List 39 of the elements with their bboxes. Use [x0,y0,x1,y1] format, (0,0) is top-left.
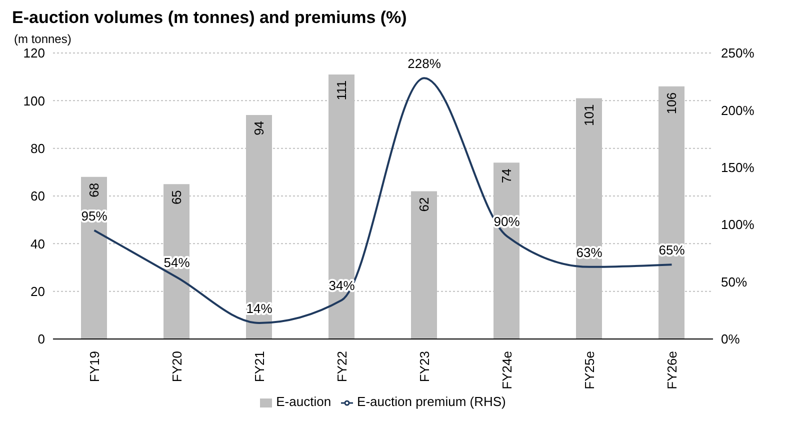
x-tick-label: FY22 [334,351,350,382]
y2-tick-label: 150% [721,160,755,176]
data-label: 62 [416,197,432,212]
chart-title: E-auction volumes (m tonnes) and premiums (%) [12,8,407,28]
data-label: 106 [664,92,679,114]
y-tick-label: 0 [38,332,45,347]
y-tick-label: 120 [23,46,45,61]
data-label: 14% [246,300,273,316]
x-tick-label: FY20 [169,351,184,382]
y2-tick-label: 250% [721,46,755,61]
data-label: 74 [499,168,514,184]
y2-tick-label: 50% [721,274,748,290]
y-axis-title: (m tonnes) [14,32,72,46]
y2-tick-label: 0% [721,332,740,347]
data-label: 95% [81,208,108,224]
y-tick-label: 40 [30,236,45,252]
x-tick-label: FY24e [499,351,514,390]
y2-tick-label: 200% [721,102,755,118]
x-tick-label: FY25e [582,351,597,390]
data-label: 65% [658,242,686,258]
y-tick-label: 80 [30,140,45,156]
data-label: 63% [576,244,603,260]
y-tick-label: 20 [30,284,45,299]
data-label: 65 [169,190,184,205]
data-label: 94 [252,120,266,136]
x-tick-label: FY21 [252,351,267,382]
x-tick-label: FY26e [664,351,680,390]
x-tick-label: FY19 [86,351,102,382]
legend-label: E-auction [276,394,332,409]
y2-tick-label: 100% [721,217,755,232]
x-tick-label: FY23 [416,351,432,382]
data-label: 228% [408,56,442,72]
data-label: 111 [334,80,349,100]
data-label: 101 [582,104,596,126]
legend-label: E-auction premium (RHS) [357,394,506,409]
data-label: 54% [164,255,190,270]
y-tick-label: 100 [23,93,45,108]
y-tick-label: 60 [30,188,45,204]
data-label: 68 [86,182,102,198]
